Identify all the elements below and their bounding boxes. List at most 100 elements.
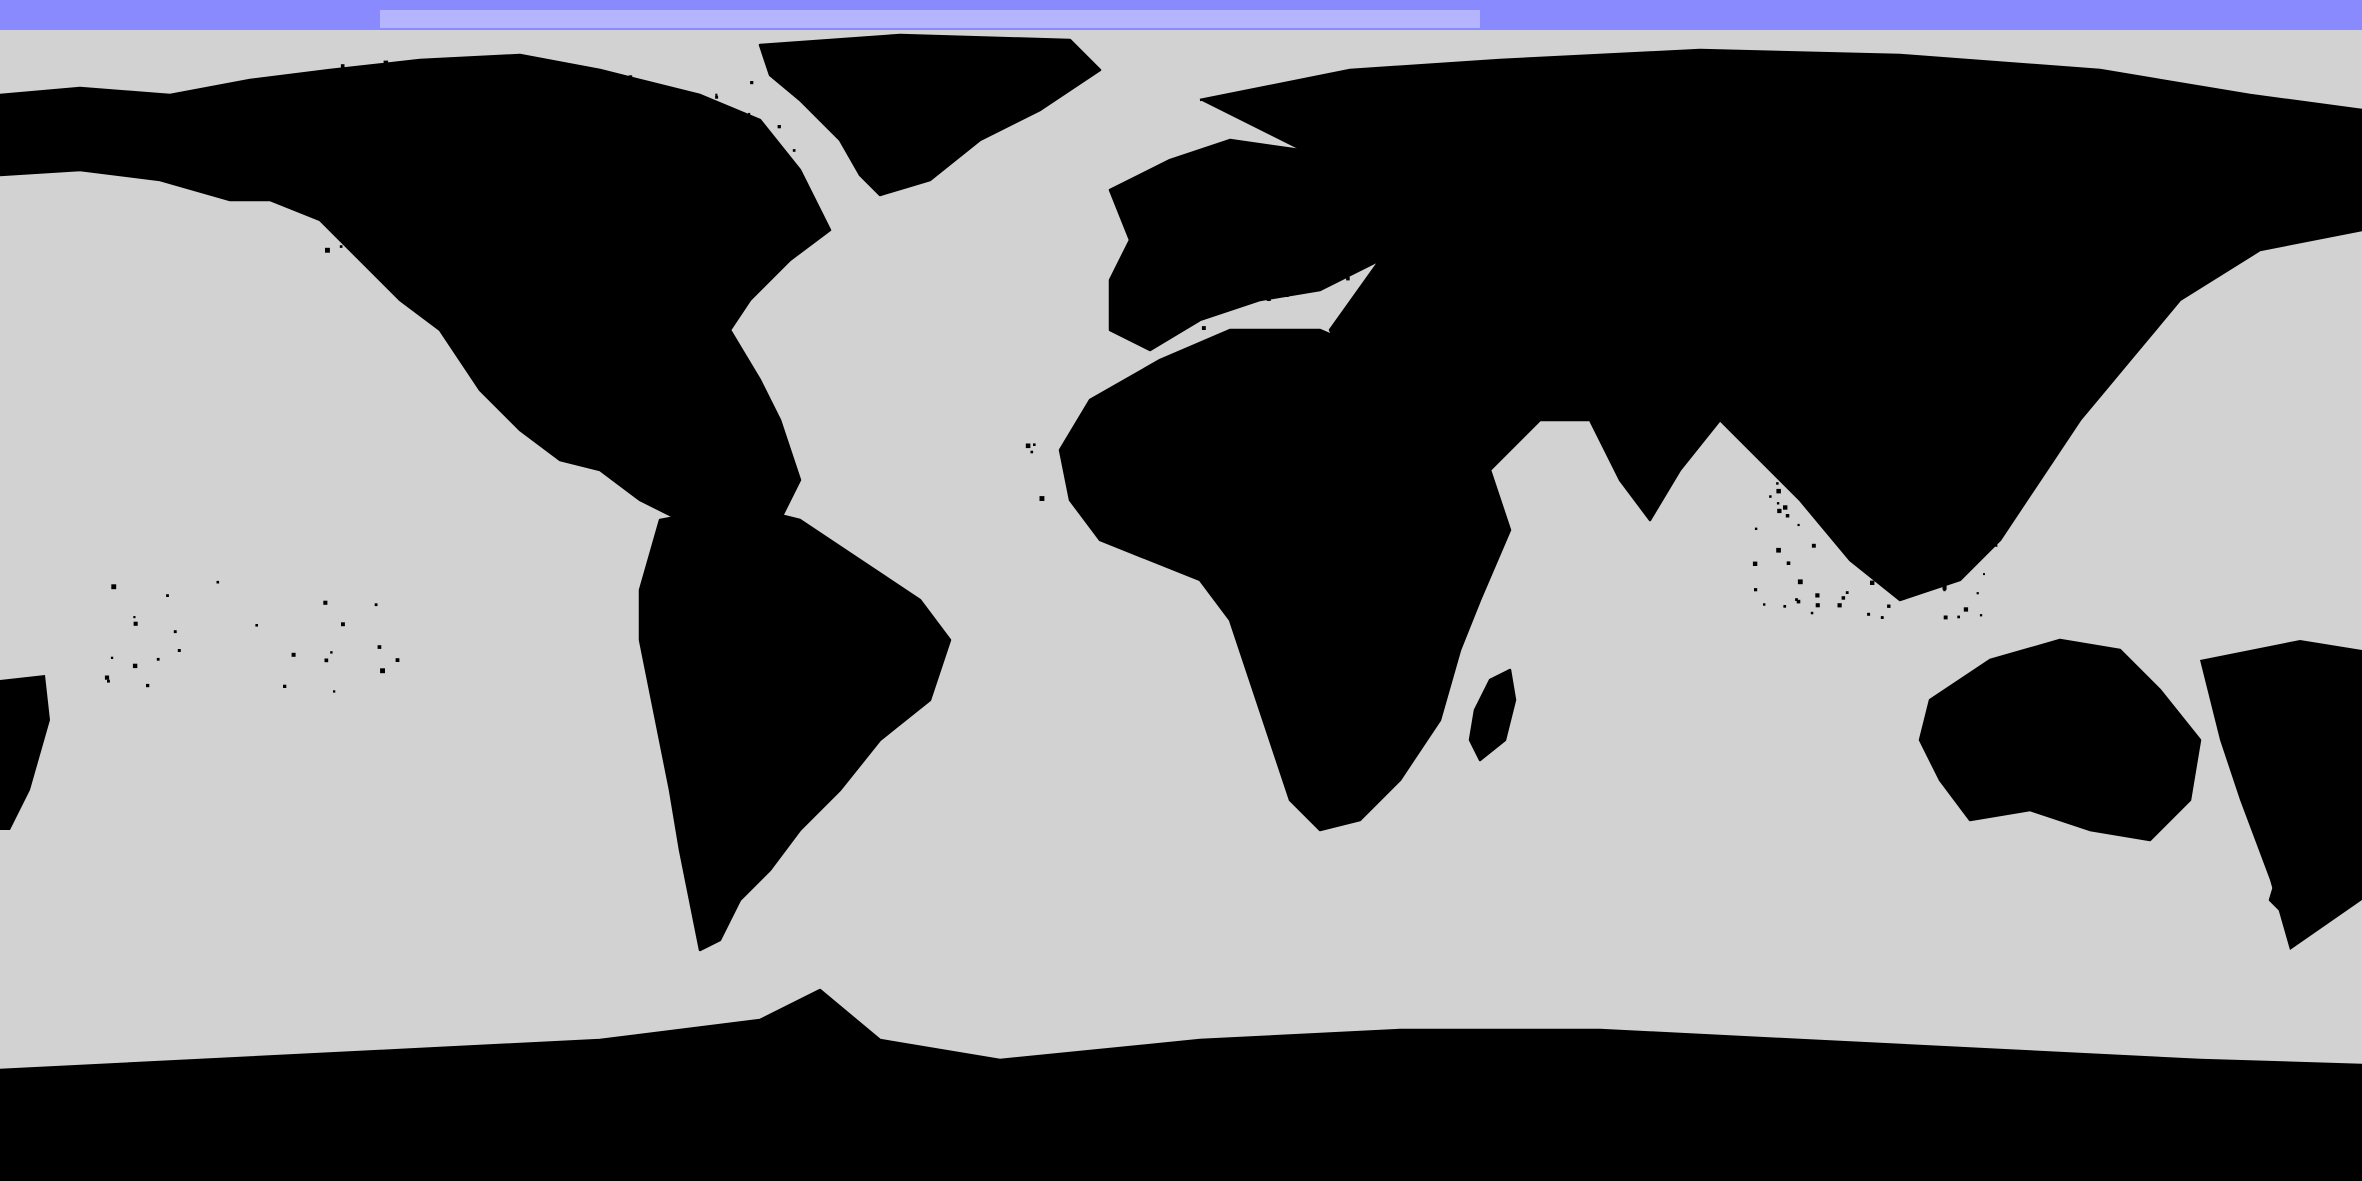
island-speck: [1917, 301, 1921, 306]
island-speck: [1740, 331, 1744, 334]
island-speck: [1398, 301, 1401, 304]
island-speck: [748, 112, 751, 115]
island-speck: [1538, 317, 1541, 320]
island-speck: [1949, 238, 1953, 242]
island-speck: [343, 102, 346, 105]
island-speck: [715, 95, 719, 99]
island-specks: [104, 60, 2101, 693]
island-speck: [742, 154, 745, 157]
island-speck: [626, 87, 630, 90]
island-speck: [1815, 593, 1820, 598]
island-speck: [1907, 513, 1912, 518]
island-speck: [534, 85, 539, 90]
island-speck: [368, 92, 371, 95]
island-speck: [1481, 277, 1486, 282]
island-speck: [1398, 307, 1403, 312]
island-speck: [1551, 250, 1557, 255]
island-speck: [1795, 598, 1798, 601]
island-speck: [1935, 584, 1939, 587]
island-speck: [1313, 251, 1318, 256]
island-speck: [522, 236, 527, 241]
island-speck: [1837, 603, 1842, 608]
island-speck: [341, 73, 344, 77]
island-speck: [1432, 195, 1437, 200]
island-speck: [1995, 544, 1998, 547]
landmass-greenland: [760, 35, 1100, 195]
island-speck: [1068, 441, 1072, 445]
island-speck: [1706, 318, 1709, 321]
island-speck: [1480, 203, 1486, 208]
island-speck: [1887, 604, 1891, 608]
island-speck: [361, 138, 367, 143]
island-speck: [339, 245, 343, 248]
island-speck: [1754, 588, 1758, 592]
island-speck: [1495, 212, 1499, 216]
island-speck: [525, 147, 529, 151]
island-speck: [546, 106, 550, 110]
island-speck: [584, 103, 589, 107]
island-speck: [1919, 518, 1925, 523]
island-speck: [1201, 186, 1206, 191]
island-speck: [1594, 278, 1599, 283]
island-speck: [1324, 193, 1329, 199]
island-speck: [291, 652, 296, 657]
landmass-europe: [1110, 140, 1400, 350]
island-speck: [1314, 204, 1318, 208]
island-speck: [1209, 182, 1212, 186]
island-speck: [1976, 592, 1979, 595]
coastline-australia: [1918, 638, 2202, 842]
island-speck: [1888, 243, 1893, 249]
island-speck: [630, 158, 633, 161]
island-speck: [750, 81, 754, 85]
island-speck: [676, 244, 681, 249]
island-speck: [675, 216, 679, 220]
island-speck: [1454, 224, 1460, 229]
island-speck: [2066, 217, 2071, 222]
island-speck: [1728, 233, 1731, 236]
island-speck: [1484, 202, 1488, 205]
island-speck: [1270, 203, 1274, 208]
island-speck: [1087, 449, 1092, 454]
island-speck: [472, 106, 477, 111]
island-speck: [1592, 200, 1597, 205]
island-speck: [1983, 573, 1985, 576]
island-speck: [1800, 288, 1806, 294]
coastlines: [0, 33, 2362, 1072]
island-speck: [1030, 450, 1034, 454]
island-speck: [780, 181, 784, 185]
island-speck: [695, 201, 698, 205]
island-speck: [1683, 293, 1688, 299]
island-speck: [177, 649, 181, 652]
island-speck: [341, 622, 345, 627]
island-speck: [1430, 243, 1435, 248]
island-speck: [1324, 206, 1330, 211]
island-speck: [2085, 235, 2091, 240]
coastline-madagascar: [1468, 668, 1517, 762]
island-speck: [1346, 276, 1350, 281]
island-speck: [1399, 198, 1403, 203]
island-speck: [1976, 507, 1982, 513]
island-speck: [1949, 556, 1955, 562]
island-speck: [795, 187, 800, 192]
island-speck: [1466, 245, 1472, 250]
island-speck: [1890, 308, 1894, 312]
island-speck: [1033, 443, 1036, 446]
island-speck: [1793, 237, 1797, 241]
island-speck: [1259, 195, 1263, 199]
island-speck: [508, 238, 513, 243]
island-speck: [454, 183, 458, 186]
island-speck: [2029, 257, 2034, 262]
island-speck: [425, 140, 429, 144]
island-speck: [1448, 225, 1451, 229]
island-speck: [1904, 201, 1907, 205]
island-speck: [1802, 292, 1806, 296]
island-speck: [580, 157, 583, 160]
island-speck: [549, 241, 554, 246]
island-speck: [1245, 230, 1249, 234]
island-speck: [2091, 255, 2096, 260]
island-speck: [344, 121, 348, 125]
island-speck: [1266, 152, 1272, 157]
island-speck: [693, 243, 698, 247]
island-speck: [1455, 164, 1459, 168]
